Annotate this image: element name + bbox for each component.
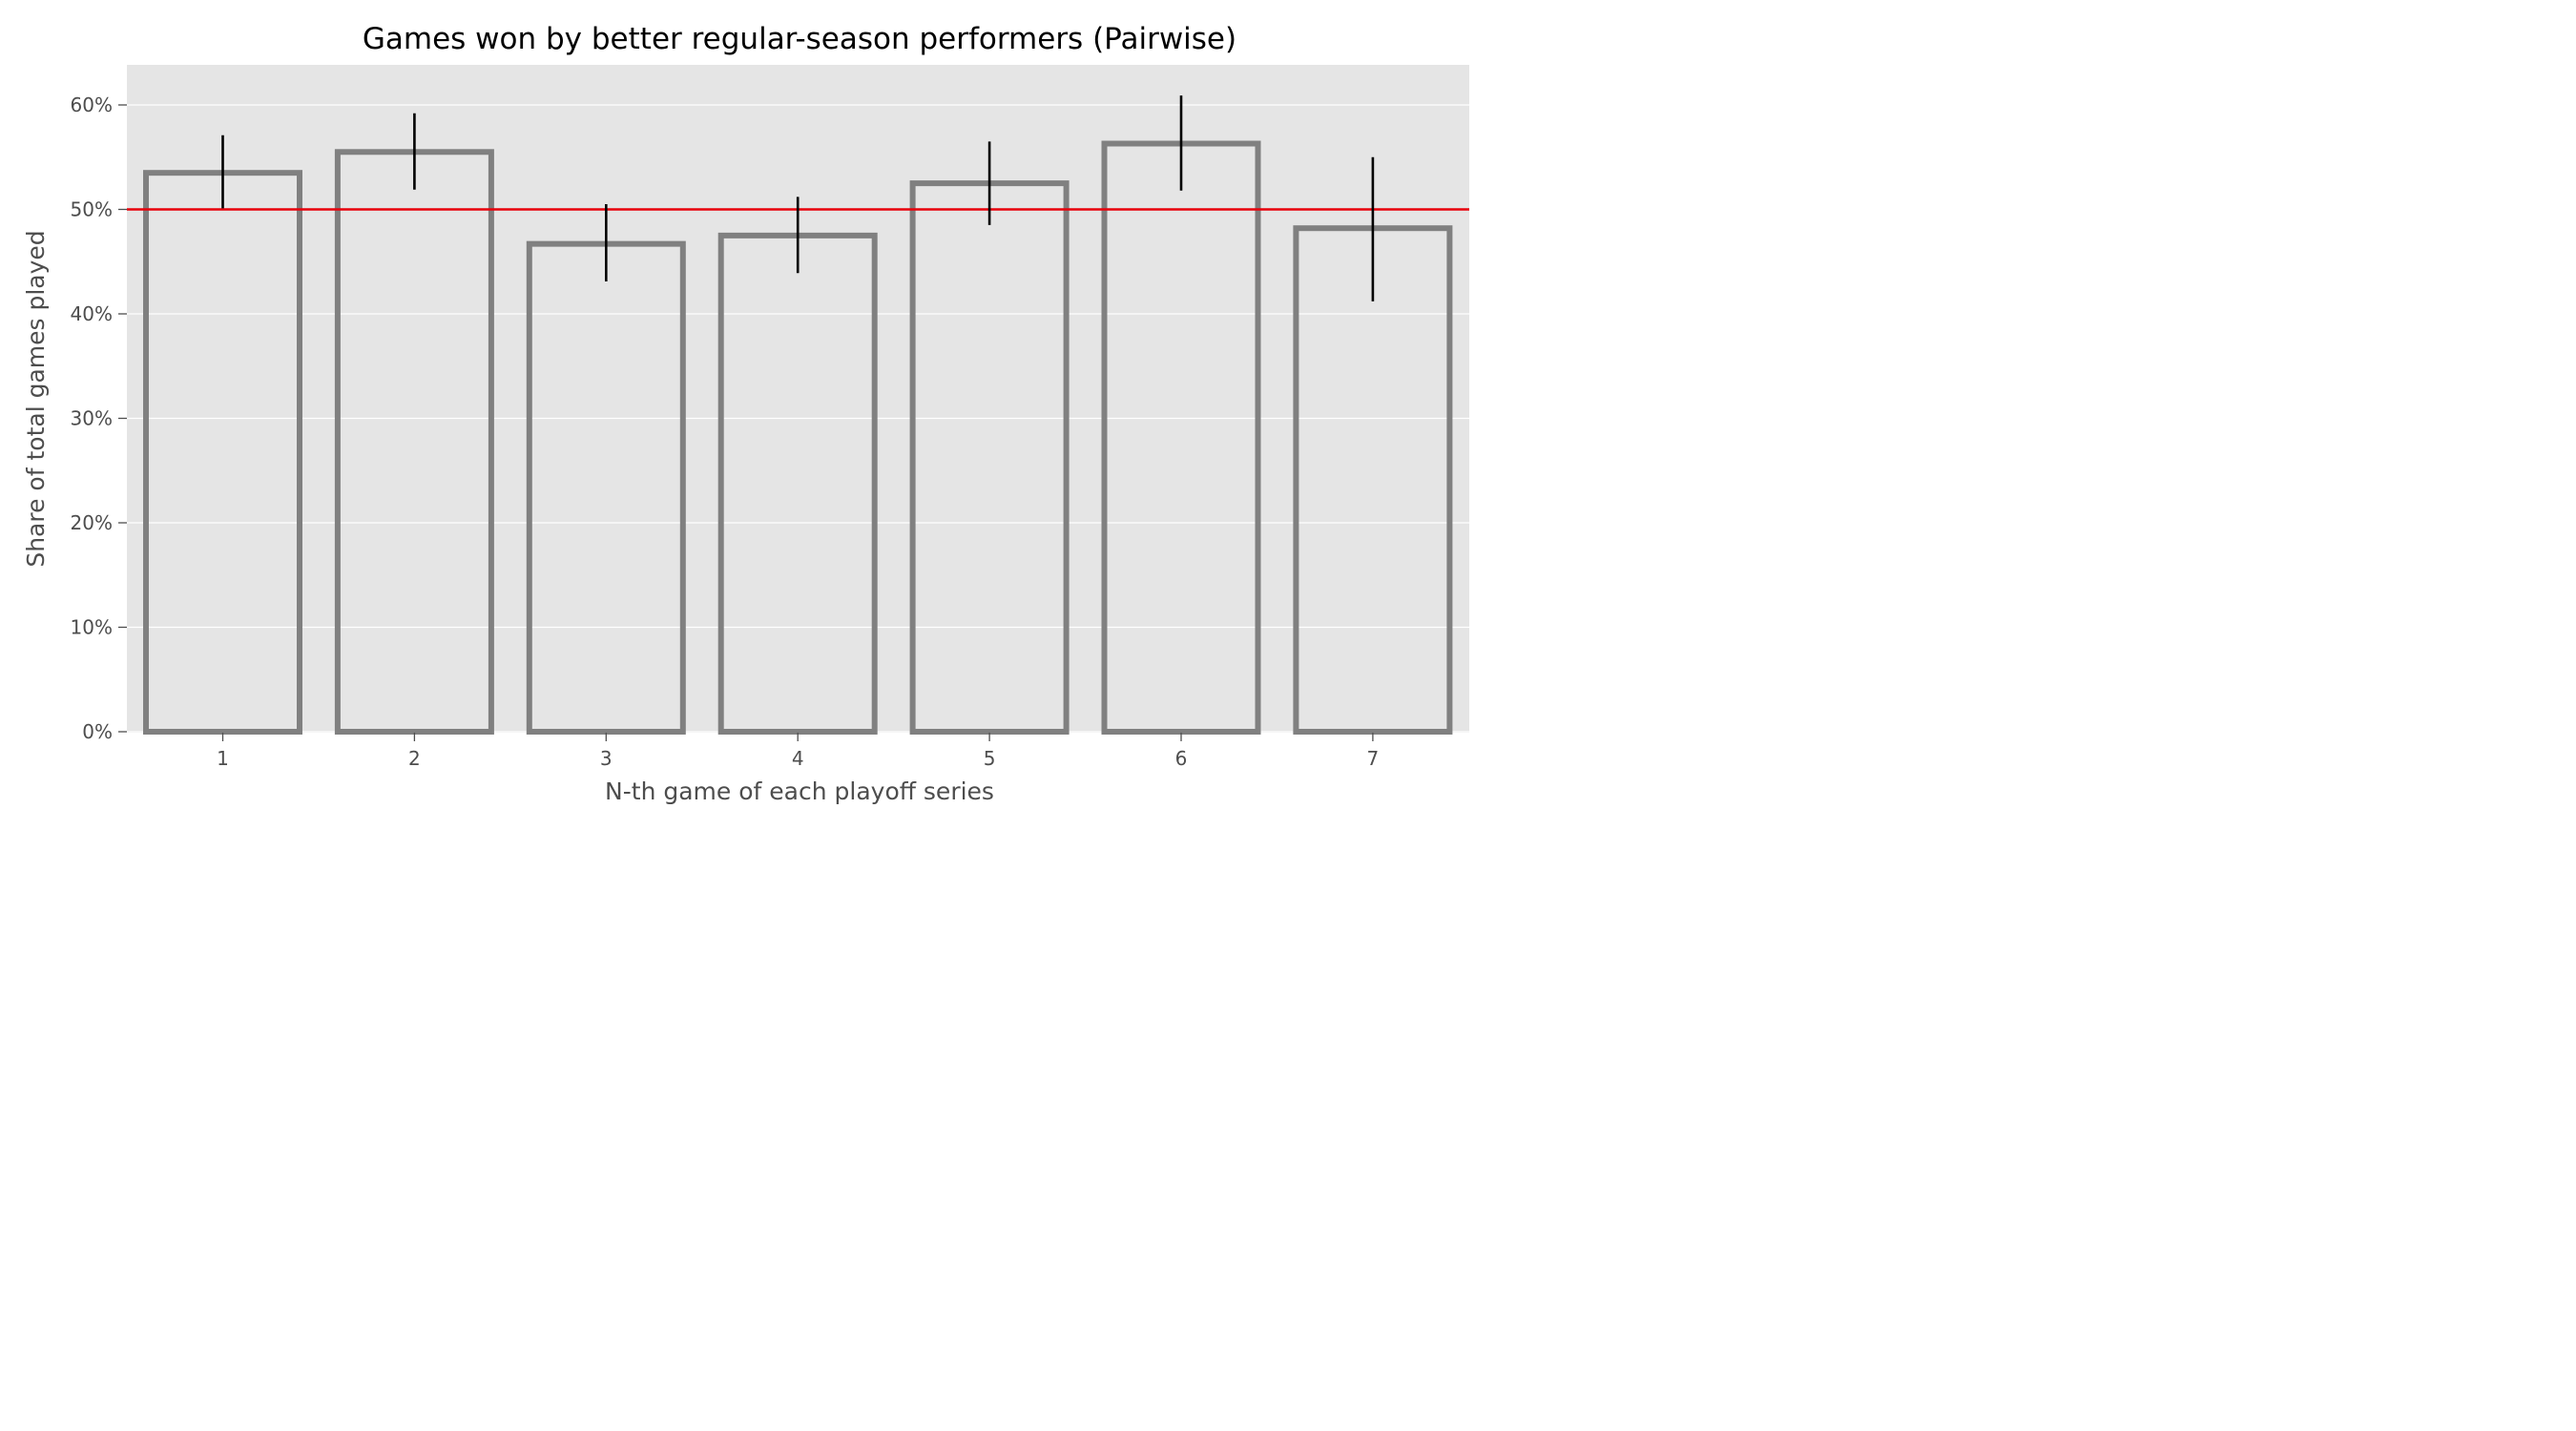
x-tick-label: 4 xyxy=(792,747,804,770)
x-axis-ticks: 1 2 3 4 5 6 7 xyxy=(217,733,1379,770)
x-tick-label: 6 xyxy=(1175,747,1188,770)
y-tick-label: 40% xyxy=(71,302,113,325)
x-axis-label: N-th game of each playoff series xyxy=(605,778,994,805)
error-bars xyxy=(221,95,1375,301)
y-tick-label: 10% xyxy=(71,616,113,639)
x-tick-label: 5 xyxy=(984,747,996,770)
y-tick-label: 30% xyxy=(71,407,113,430)
y-tick-label: 50% xyxy=(71,198,113,221)
y-tick-label: 0% xyxy=(82,720,113,743)
y-tick-label: 60% xyxy=(71,93,113,116)
x-tick-label: 7 xyxy=(1367,747,1380,770)
y-axis-ticks: 0% 10% 20% 30% 40% 50% 60% xyxy=(71,93,127,743)
y-axis-label: Share of total games played xyxy=(22,230,50,567)
y-tick-label: 20% xyxy=(71,511,113,534)
chart-title: Games won by better regular-season perfo… xyxy=(363,22,1236,56)
x-tick-label: 1 xyxy=(217,747,229,770)
plot-area xyxy=(127,65,1469,733)
x-tick-label: 3 xyxy=(600,747,613,770)
x-tick-label: 2 xyxy=(408,747,421,770)
bar-chart: Games won by better regular-season perfo… xyxy=(22,22,1469,805)
